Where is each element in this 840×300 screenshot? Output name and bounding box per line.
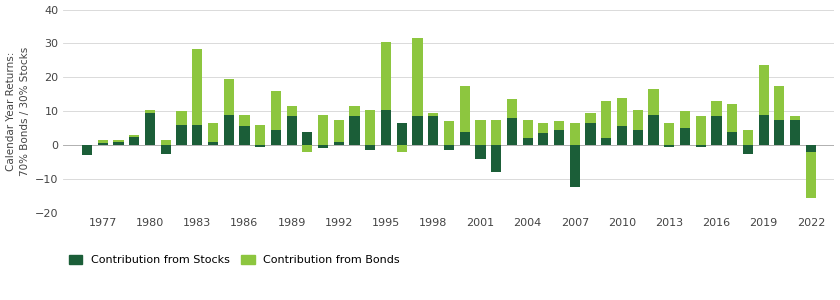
Bar	[475, 145, 486, 159]
Bar	[648, 89, 659, 115]
Bar	[617, 127, 627, 145]
Bar	[302, 131, 312, 145]
Bar	[664, 145, 675, 147]
Bar	[192, 49, 202, 125]
Bar	[459, 86, 470, 131]
Bar	[144, 110, 155, 113]
Bar	[711, 116, 722, 145]
Bar	[554, 130, 564, 145]
Bar	[97, 143, 108, 145]
Bar	[491, 120, 501, 145]
Bar	[428, 116, 438, 145]
Bar	[207, 142, 218, 145]
Bar	[633, 130, 643, 145]
Bar	[396, 123, 407, 145]
Bar	[207, 123, 218, 142]
Bar	[759, 65, 769, 115]
Bar	[459, 131, 470, 145]
Bar	[82, 145, 92, 155]
Bar	[365, 110, 375, 145]
Bar	[97, 140, 108, 143]
Bar	[333, 142, 344, 145]
Bar	[144, 113, 155, 145]
Bar	[743, 130, 753, 145]
Bar	[129, 136, 139, 145]
Bar	[507, 118, 517, 145]
Bar	[727, 104, 738, 131]
Bar	[255, 125, 265, 145]
Bar	[396, 145, 407, 152]
Bar	[585, 123, 596, 145]
Bar	[585, 113, 596, 123]
Bar	[774, 120, 785, 145]
Bar	[381, 110, 391, 145]
Bar	[286, 106, 297, 116]
Bar	[286, 116, 297, 145]
Bar	[617, 98, 627, 127]
Bar	[538, 123, 549, 133]
Bar	[302, 145, 312, 152]
Bar	[522, 138, 533, 145]
Bar	[790, 120, 801, 145]
Bar	[711, 101, 722, 116]
Bar	[270, 130, 281, 145]
Bar	[223, 79, 234, 115]
Bar	[538, 133, 549, 145]
Bar	[333, 120, 344, 142]
Bar	[696, 145, 706, 147]
Bar	[790, 116, 801, 120]
Bar	[381, 42, 391, 110]
Bar	[428, 113, 438, 116]
Bar	[806, 145, 816, 152]
Bar	[412, 116, 423, 145]
Bar	[223, 115, 234, 145]
Bar	[113, 140, 123, 142]
Y-axis label: Calendar Year Returns:
70% Bonds / 30% Stocks: Calendar Year Returns: 70% Bonds / 30% S…	[6, 46, 29, 176]
Bar	[192, 125, 202, 145]
Bar	[727, 131, 738, 145]
Bar	[176, 111, 186, 125]
Legend: Contribution from Stocks, Contribution from Bonds: Contribution from Stocks, Contribution f…	[69, 255, 400, 266]
Bar	[806, 152, 816, 198]
Bar	[444, 122, 454, 145]
Bar	[349, 106, 360, 116]
Bar	[444, 145, 454, 150]
Bar	[570, 145, 580, 188]
Bar	[255, 145, 265, 147]
Bar	[554, 122, 564, 130]
Bar	[475, 120, 486, 145]
Bar	[680, 111, 690, 128]
Bar	[648, 115, 659, 145]
Bar	[318, 145, 328, 148]
Bar	[160, 140, 171, 145]
Bar	[239, 115, 249, 127]
Bar	[743, 145, 753, 154]
Bar	[318, 115, 328, 145]
Bar	[680, 128, 690, 145]
Bar	[349, 116, 360, 145]
Bar	[633, 110, 643, 130]
Bar	[113, 142, 123, 145]
Bar	[176, 125, 186, 145]
Bar	[601, 101, 612, 138]
Bar	[759, 115, 769, 145]
Bar	[664, 123, 675, 145]
Bar	[129, 135, 139, 136]
Bar	[522, 120, 533, 138]
Bar	[774, 86, 785, 120]
Bar	[570, 123, 580, 145]
Bar	[239, 127, 249, 145]
Bar	[365, 145, 375, 150]
Bar	[491, 145, 501, 172]
Bar	[601, 138, 612, 145]
Bar	[412, 38, 423, 116]
Bar	[270, 91, 281, 130]
Bar	[696, 116, 706, 145]
Bar	[160, 145, 171, 154]
Bar	[507, 99, 517, 118]
